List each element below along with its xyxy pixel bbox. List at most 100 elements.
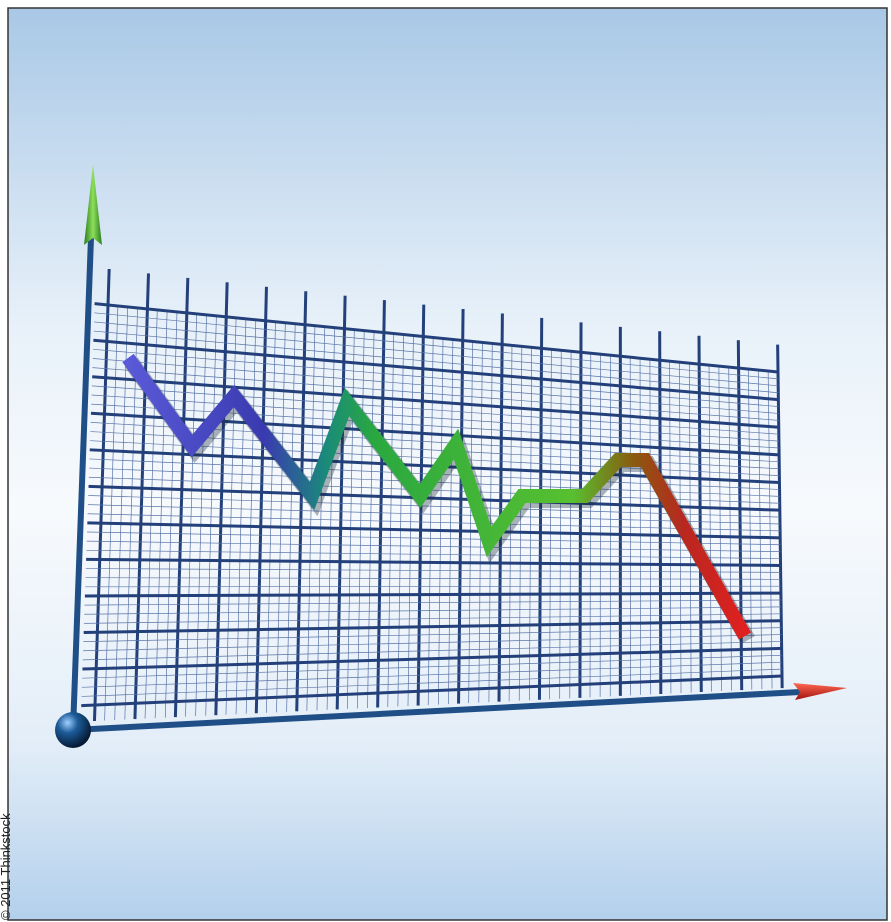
grid-column [214,282,229,716]
grid-minor [306,325,316,711]
grid-minor [154,310,168,719]
grid-minor [427,337,434,706]
grid-minor [114,306,129,721]
grid-minor [367,331,375,708]
grid-minor [488,343,493,703]
grid-minor [205,315,217,716]
grid-row [93,338,779,402]
grid-minor [87,513,781,532]
credit: © 2011 Thinkstock [0,813,13,920]
grid-row [86,557,781,567]
grid [81,268,784,722]
x-axis [72,689,801,733]
grid-minor [85,577,781,580]
grid-minor [276,322,286,713]
grid-minor [93,330,779,394]
grid-minor [669,361,672,694]
grid-minor [266,321,276,713]
grid-column [254,286,268,714]
grid-minor [728,367,732,691]
grid-minor [316,326,326,711]
grid-minor [82,654,782,679]
grid-column [658,331,663,694]
grid-column [335,295,347,710]
grid-minor [286,323,296,712]
grid-row [92,375,779,429]
grid-minor [92,367,779,421]
grid-column [578,322,583,698]
grid-minor [87,531,781,546]
grid-row [94,302,779,374]
grid-minor [639,358,641,695]
grid-minor [91,385,779,435]
grid-column [497,313,504,702]
grid-minor [549,349,552,700]
grid-minor [387,333,395,708]
x-axis-arrow [793,683,847,700]
grid-column [295,291,308,712]
grid-minor [83,627,782,642]
grid-minor [757,370,763,690]
grid-column [173,277,190,718]
grid-column [92,268,111,722]
grid-column [376,300,386,708]
grid-minor [448,339,454,705]
grid-minor [437,338,444,705]
grid-row [81,674,783,708]
grid-minor [87,504,781,525]
grid-minor [81,668,782,697]
grid-minor [94,312,779,380]
grid-minor [91,394,779,442]
grid-minor [92,358,779,414]
grid-minor [185,313,198,717]
grid-minor [93,321,779,387]
grid-minor [326,327,335,710]
grid-minor [83,613,782,624]
grid-minor [144,309,158,719]
grid-minor [767,371,773,689]
grid-minor [397,334,404,707]
grid-minor [84,599,782,606]
grid-minor [85,585,781,588]
grid-minor [346,329,355,709]
grid-minor [589,353,592,698]
grid-minor [518,346,523,701]
grid-row [83,619,782,635]
grid-row [84,591,781,598]
grid-minor [86,540,781,552]
grid-minor [569,351,572,699]
grid-minor [748,369,753,690]
y-axis-arrow [84,165,102,245]
grid-minor [91,403,780,449]
grid-column [776,344,784,689]
grid-minor [649,359,652,695]
grid-minor [81,661,782,688]
grid-minor [88,495,780,518]
grid-minor [235,318,247,715]
grid-column [133,273,150,720]
grid-minor [93,348,779,407]
grid-minor [245,319,257,714]
grid-minor [407,335,414,707]
grid-minor [104,305,119,721]
grid-minor [599,354,601,697]
grid-minor [357,330,365,709]
grid-column [457,309,465,704]
grid-row [82,646,782,671]
grid-row [87,521,781,540]
grid-column [537,317,544,700]
origin-sphere [55,712,91,748]
grid-minor [164,311,178,718]
trend-line [122,353,752,640]
grid-minor [718,366,722,692]
grid-minor [195,314,207,717]
grid-minor [528,347,533,701]
grid-minor [225,317,237,715]
grid-minor [82,641,782,661]
y-axis [70,209,95,731]
grid-minor [559,350,562,699]
grid-minor [85,568,781,573]
